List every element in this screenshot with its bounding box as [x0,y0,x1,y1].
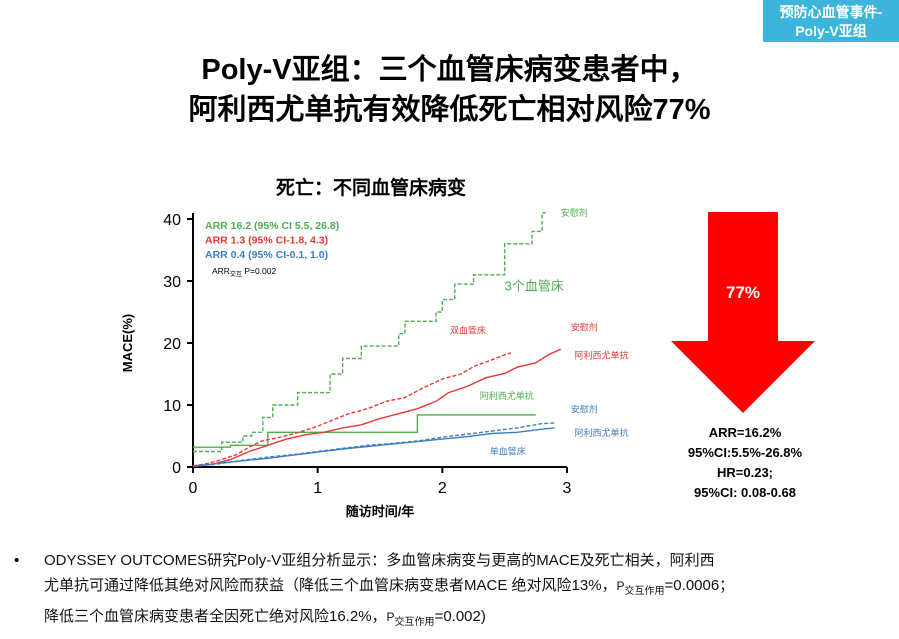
y-tick-label: 40 [163,212,181,229]
bullet-line3-b: =0.002) [434,608,486,625]
y-tick-label: 30 [163,274,181,291]
bullet-text: ODYSSEY OUTCOMES研究Poly-V亚组分析显示：多血管床病变与更高… [44,548,884,635]
curve-annotation: 3个血管床 [505,278,564,293]
topic-badge-line2: Poly-V亚组 [795,23,867,39]
bullet-line3-p: P [386,610,395,624]
chart-title: 死亡：不同血管床病变 [276,178,467,199]
bullet-line1: ODYSSEY OUTCOMES研究Poly-V亚组分析显示：多血管床病变与更高… [44,552,715,569]
bullet-mark: • [14,552,20,569]
page-title-line1: Poly-V亚组：三个血管床病变患者中， [201,54,698,86]
stat-arr: ARR=16.2% [708,425,782,440]
bullet-line2-b: =0.0006； [664,577,735,594]
bullet-line2-sub: 交互作用 [624,586,665,597]
x-tick-label: 0 [189,480,198,497]
curve-annotation: 阿利西尤单抗 [574,427,628,438]
y-tick-label: 20 [163,336,181,353]
curve-annotation: 安慰剂 [561,207,588,218]
topic-badge-line1: 预防心血管事件- [779,4,883,20]
bullet-line2: 尤单抗可通过降低其绝对风险而获益（降低三个血管床病变患者MACE 绝对风险13%… [44,573,884,604]
x-axis-label: 随访时间/年 [346,504,415,519]
curve-annotation: 安慰剂 [571,322,598,333]
bullet-line3: 降低三个血管床病变患者全因死亡绝对风险16.2%，P交互作用=0.002) [44,604,884,635]
stat-hr-ci: 95%CI: 0.08-0.68 [694,485,796,500]
y-tick-label: 10 [163,398,181,415]
x-tick-label: 1 [313,480,322,497]
series-line-3 [192,348,562,467]
curve-annotation: 安慰剂 [571,403,598,414]
bullet-line3-a: 降低三个血管床病变患者全因死亡绝对风险16.2%， [44,608,387,625]
page-title: Poly-V亚组：三个血管床病变患者中， 阿利西尤单抗有效降低死亡相对风险77% [0,50,899,130]
topic-badge: 预防心血管事件- Poly-V亚组 [763,0,899,42]
interaction-p: ARR交互 P=0.002 [212,266,277,278]
curve-annotation: 阿利西尤单抗 [480,390,534,401]
legend-entry: ARR 1.3 (95% CI-1.8, 4.3) [205,235,328,247]
bullet-line2-a: 尤单抗可通过降低其绝对风险而获益（降低三个血管床病变患者MACE 绝对风险13%… [44,577,617,594]
bullet-line3-sub: 交互作用 [394,617,435,628]
curve-annotation: 双血管床 [450,325,486,336]
stat-hr: HR=0.23; [717,465,773,480]
series-line-1 [193,414,536,448]
y-tick-label: 0 [172,460,181,477]
x-tick-label: 2 [438,480,447,497]
legend-entry: ARR 0.4 (95% CI-0.1, 1.0) [205,249,328,261]
x-tick-label: 3 [563,480,572,497]
bullet-line2-p: P [616,579,625,593]
curve-annotation: 单血管床 [490,446,526,457]
down-arrow-shape [671,212,815,413]
arrow-label: 77% [725,283,761,302]
stats-block: ARR=16.2% 95%CI:5.5%-26.8% HR=0.23; 95%C… [660,423,830,503]
series-line-5 [192,427,555,468]
legend-entry: ARR 16.2 (95% CI 5.5, 26.8) [205,220,339,232]
series-line-4 [192,422,555,468]
curve-annotation: 阿利西尤单抗 [574,350,628,361]
page-title-line2: 阿利西尤单抗有效降低死亡相对风险77% [188,94,711,126]
y-axis-label: MACE(%) [120,314,135,373]
series-line-0 [193,212,546,453]
stat-arr-ci: 95%CI:5.5%-26.8% [687,445,803,460]
series-line-2 [192,352,512,467]
